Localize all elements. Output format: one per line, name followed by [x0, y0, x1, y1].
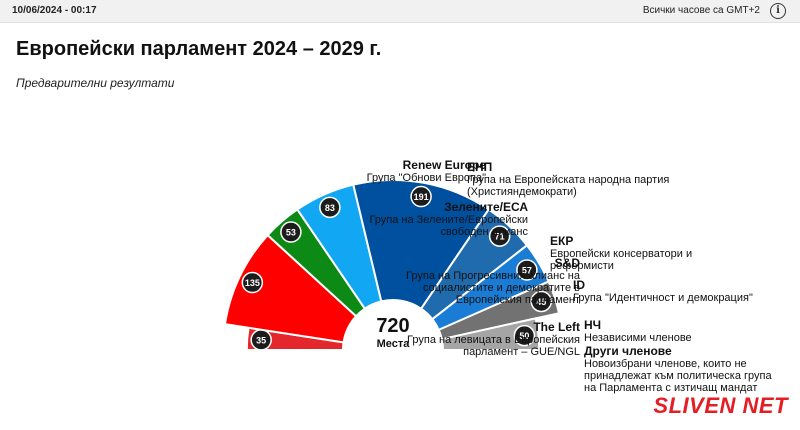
seat-count-7: 45	[536, 297, 546, 307]
seat-segment-1	[223, 233, 358, 344]
seat-count-1: 135	[245, 278, 260, 288]
legend-label-2: Зелените/ЕСА Група на Зелените/Европейски…	[328, 200, 528, 238]
party-name: ЕКР	[550, 234, 574, 248]
seat-segment-8	[440, 317, 541, 351]
top-bar: 10/06/2024 - 00:17 Всички часове са GMT+…	[0, 0, 800, 23]
seat-count-badge-5: 71	[488, 225, 511, 247]
seat-count-badge-2: 53	[280, 221, 302, 243]
seat-count-badge-1: 135	[241, 271, 264, 294]
timezone-note: Всички часове са GMT+2	[642, 5, 760, 16]
party-name: ID	[573, 278, 585, 292]
total-seats: 720	[376, 315, 409, 337]
seat-count-4: 191	[414, 192, 429, 202]
party-description: Група на Зелените/Европейски свободен ал…	[369, 214, 528, 238]
subtitle: Предварителни резултати	[16, 76, 175, 90]
brand-logo: SLIVEN NET	[653, 393, 788, 418]
party-name: НЧ	[584, 318, 602, 332]
legend-label-5: ЕКР Европейски консерватори и реформисти	[550, 234, 750, 272]
seat-segment-7	[437, 280, 561, 341]
info-icon[interactable]: i	[770, 3, 786, 19]
seat-count-5: 71	[495, 232, 505, 242]
seat-count-3: 83	[325, 203, 335, 213]
legend-label-0: The Left Група на левицата в Европейския …	[400, 320, 580, 358]
timestamp: 10/06/2024 - 00:17	[12, 5, 97, 16]
party-description: Група на Европейската народна партия (Хр…	[467, 174, 670, 198]
legend-label-4: ЕНП Група на Европейската народна партия …	[467, 160, 677, 198]
seat-count-8: 50	[519, 331, 529, 341]
party-description: Новоизбрани членове, които не принадлежа…	[584, 358, 772, 394]
party-name: Други членове	[584, 344, 672, 358]
total-seats-label: Места	[377, 338, 411, 350]
party-name: ЕНП	[467, 160, 493, 174]
party-name: Зелените/ЕСА	[444, 200, 528, 214]
party-description: Независими членове	[584, 332, 692, 344]
party-name: S&D	[554, 256, 580, 270]
seat-count-badge-0: 35	[250, 329, 272, 351]
seat-count-2: 53	[286, 228, 296, 238]
seat-count-6: 57	[522, 265, 532, 275]
seat-count-badge-4: 191	[410, 185, 432, 208]
seat-count-badge-8: 50	[513, 324, 536, 347]
seat-segment-4	[352, 179, 491, 311]
seat-count-badge-3: 83	[319, 196, 341, 219]
party-name: The Left	[533, 320, 580, 334]
party-description: Европейски консерватори и реформисти	[550, 248, 693, 272]
legend-label-1: S&D Група на Прогресивния алианс на социа…	[370, 256, 580, 306]
party-description: Група на левицата в Европейския парламен…	[407, 334, 580, 358]
legend-label-3: Renew Europe Група "Обнови Европа"	[316, 158, 486, 184]
party-name: Renew Europe	[402, 158, 486, 172]
legend-label-8: Други членове Новоизбрани членове, които …	[584, 344, 784, 394]
party-description: Група "Обнови Европа"	[366, 172, 486, 184]
seat-count-badge-7: 45	[530, 290, 553, 313]
legend-label-7: НЧ Независими членове	[584, 318, 744, 344]
legend-label-6: ID Група "Идентичност и демокрация"	[573, 278, 783, 304]
seat-count-0: 35	[256, 335, 266, 345]
party-description: Група на Прогресивния алианс на социалис…	[406, 270, 580, 306]
seat-count-badge-6: 57	[516, 259, 538, 281]
party-description: Група "Идентичност и демокрация"	[573, 292, 753, 304]
page-title: Европейски парламент 2024 – 2029 г.	[16, 38, 382, 60]
